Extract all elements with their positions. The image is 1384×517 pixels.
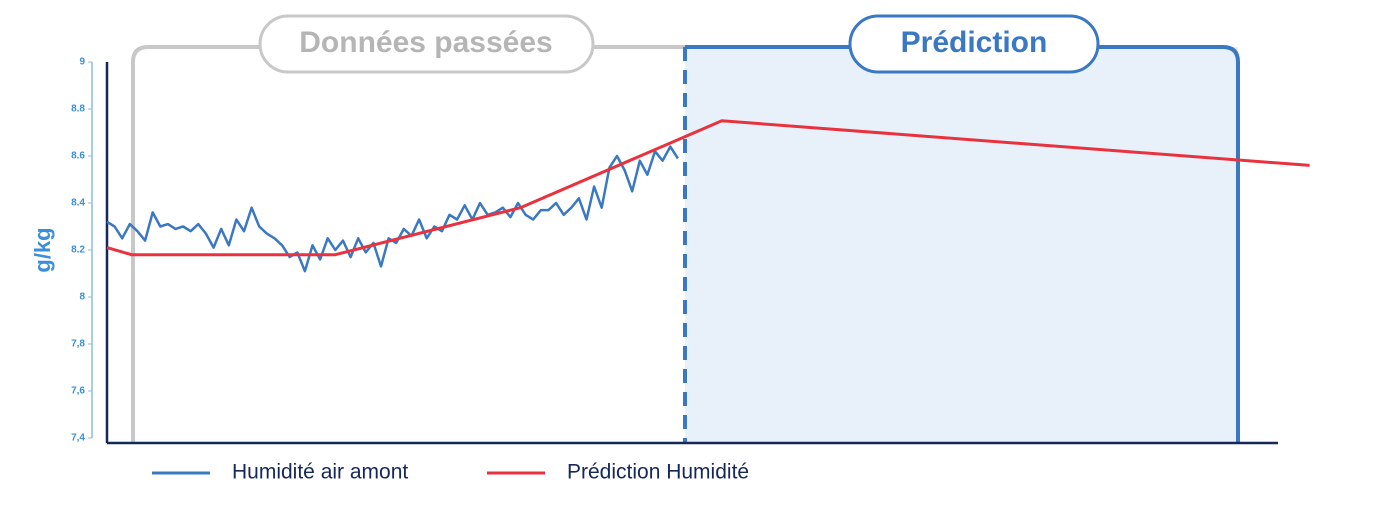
legend-label: Prédiction Humidité (567, 461, 749, 484)
legend-label: Humidité air amont (232, 461, 408, 484)
series-line (106, 119, 1310, 257)
y-axis-label: g/kg (30, 227, 55, 272)
series-line (106, 145, 679, 273)
y-tick-label: 8 (79, 292, 85, 303)
y-tick-label: 8.4 (71, 198, 85, 209)
prediction-frame (685, 45, 1240, 443)
prediction-badge (848, 14, 1100, 74)
prediction-zone (685, 47, 1238, 443)
y-tick-label: 8.8 (71, 104, 85, 115)
past-badge (258, 14, 595, 74)
y-tick-label: 9 (79, 57, 85, 68)
prediction-label: Prédiction (901, 26, 1048, 59)
y-tick-label: 8.2 (71, 245, 85, 256)
past-frame (131, 45, 685, 443)
y-tick-label: 7,4 (71, 433, 85, 444)
y-tick-label: 7,6 (71, 386, 85, 397)
y-tick-label: 7,8 (71, 339, 85, 350)
y-tick-label: 8.6 (71, 151, 85, 162)
past-label: Données passées (299, 26, 552, 59)
